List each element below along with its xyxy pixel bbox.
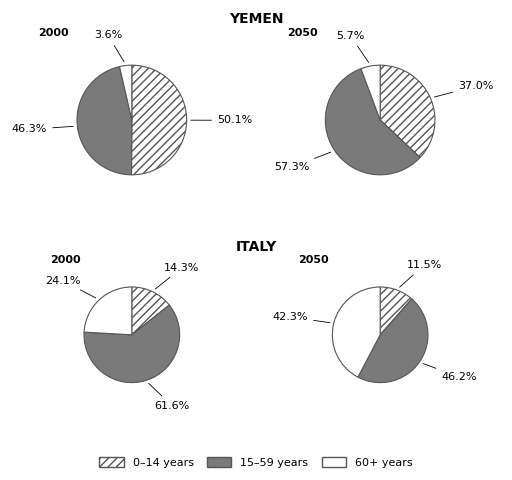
Text: 61.6%: 61.6% [148, 384, 189, 410]
Wedge shape [380, 65, 435, 157]
Text: 24.1%: 24.1% [46, 276, 96, 298]
Text: 3.6%: 3.6% [94, 30, 124, 62]
Wedge shape [77, 67, 132, 175]
Text: 2050: 2050 [298, 255, 329, 265]
Wedge shape [119, 65, 132, 120]
Wedge shape [84, 287, 132, 335]
Text: 42.3%: 42.3% [272, 312, 330, 323]
Text: 2000: 2000 [50, 255, 81, 265]
Text: 37.0%: 37.0% [434, 81, 494, 97]
Text: 11.5%: 11.5% [399, 260, 442, 287]
Text: 2000: 2000 [38, 28, 69, 38]
Wedge shape [361, 65, 380, 120]
Wedge shape [325, 69, 420, 175]
Wedge shape [84, 305, 180, 383]
Text: ITALY: ITALY [236, 240, 276, 254]
Wedge shape [132, 65, 187, 175]
Wedge shape [380, 287, 412, 335]
Text: 14.3%: 14.3% [155, 263, 200, 289]
Text: 5.7%: 5.7% [336, 31, 369, 62]
Text: YEMEN: YEMEN [229, 12, 283, 26]
Wedge shape [332, 287, 380, 377]
Wedge shape [132, 287, 169, 335]
Legend: 0–14 years, 15–59 years, 60+ years: 0–14 years, 15–59 years, 60+ years [95, 452, 417, 472]
Text: 50.1%: 50.1% [191, 115, 252, 125]
Text: 57.3%: 57.3% [274, 152, 331, 172]
Text: 2050: 2050 [287, 28, 317, 38]
Text: 46.3%: 46.3% [12, 124, 73, 134]
Wedge shape [358, 299, 428, 383]
Text: 46.2%: 46.2% [423, 363, 477, 382]
